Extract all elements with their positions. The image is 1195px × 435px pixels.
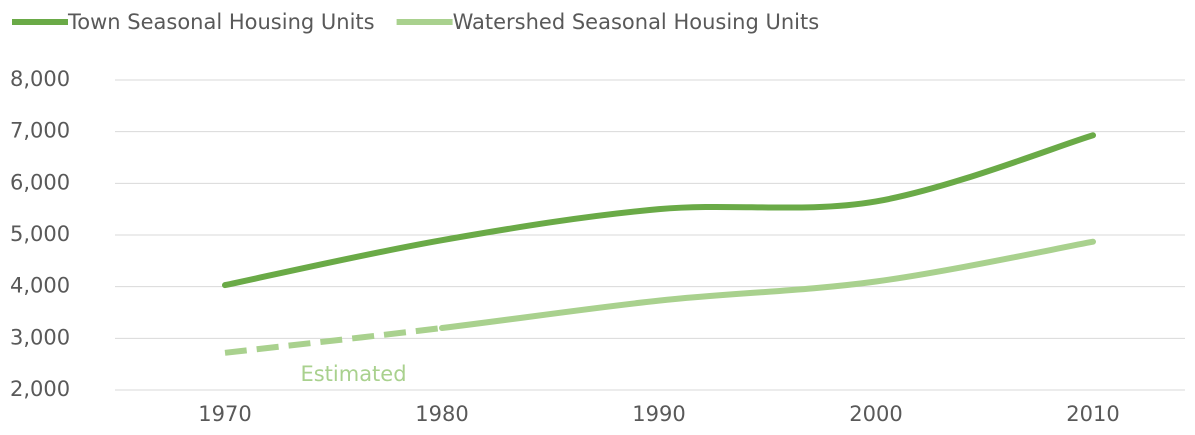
x-tick-label: 1980	[415, 402, 468, 426]
series-line	[222, 132, 1096, 289]
y-tick-label: 2,000	[10, 377, 70, 401]
x-tick-label: 1990	[632, 402, 685, 426]
x-tick-label: 1970	[198, 402, 251, 426]
annotation: Estimated	[300, 362, 406, 386]
x-tick-label: 2000	[849, 402, 902, 426]
y-tick-label: 7,000	[10, 119, 70, 143]
y-tick-label: 6,000	[10, 170, 70, 194]
y-tick-label: 5,000	[10, 222, 70, 246]
y-tick-label: 4,000	[10, 274, 70, 298]
legend-label: Watershed Seasonal Housing Units	[453, 10, 820, 34]
estimated-line	[224, 325, 443, 356]
legend-label: Town Seasonal Housing Units	[67, 10, 375, 34]
y-tick-label: 8,000	[10, 67, 70, 91]
x-tick-label: 2010	[1066, 402, 1119, 426]
series-line	[439, 238, 1096, 331]
y-tick-label: 3,000	[10, 325, 70, 349]
